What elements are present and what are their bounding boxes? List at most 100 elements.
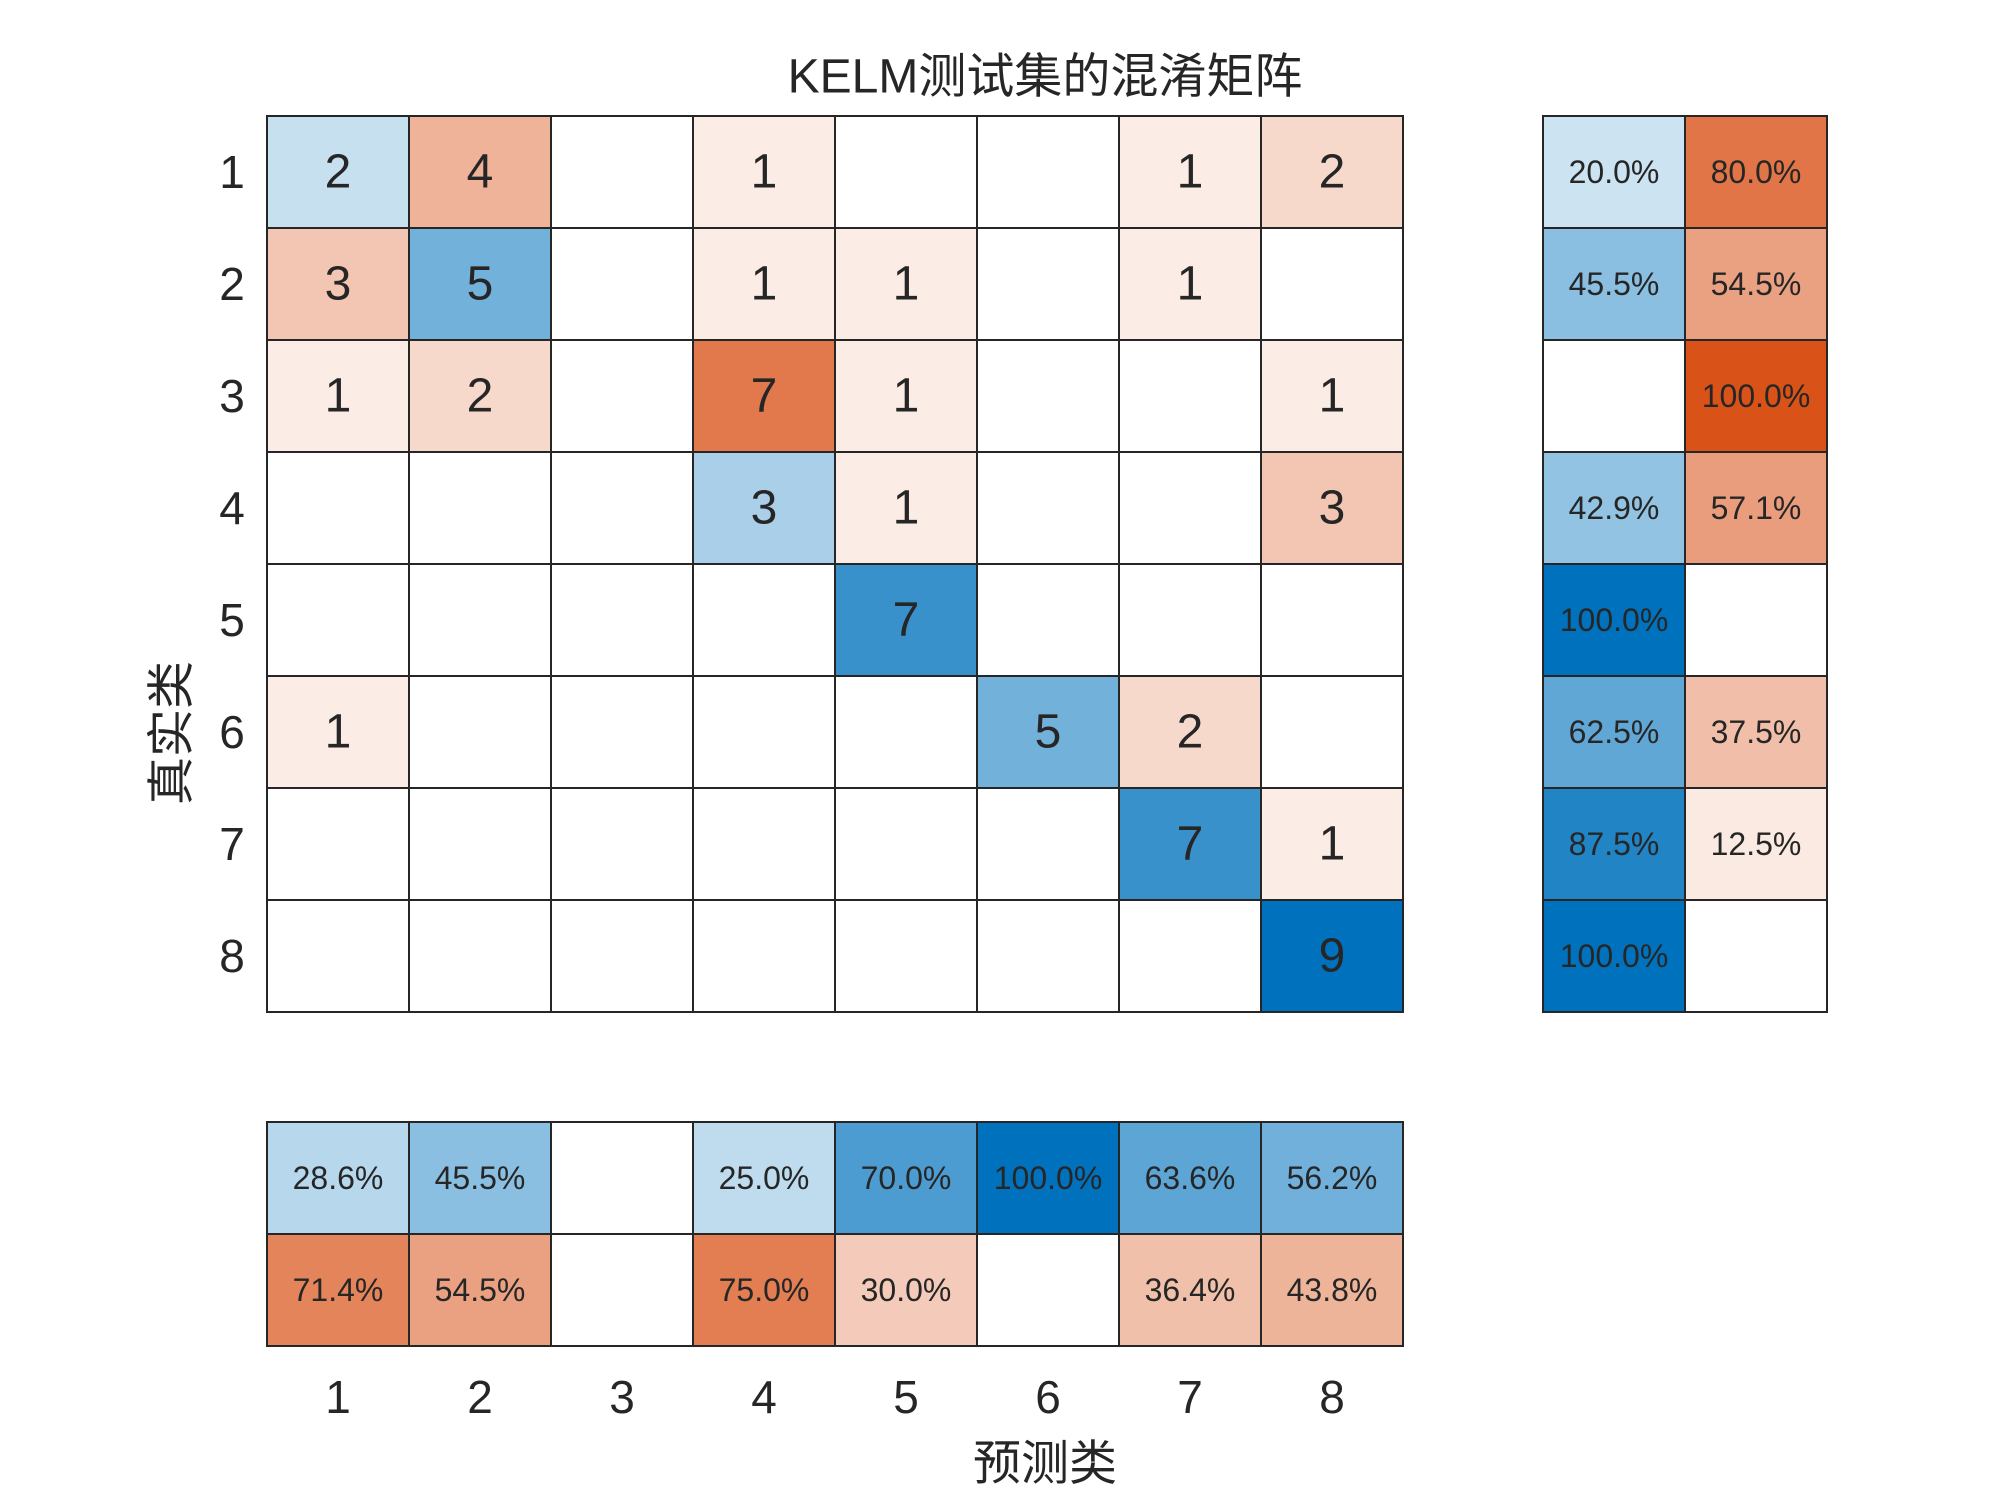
cell-label: 63.6% <box>1145 1160 1236 1196</box>
empty-cell <box>692 675 836 789</box>
cell-label: 100.0% <box>1702 378 1811 414</box>
cell <box>266 1121 410 1235</box>
cell <box>834 451 978 565</box>
empty-cell <box>550 787 694 901</box>
cell <box>692 227 836 341</box>
y-tick-label: 2 <box>219 258 245 310</box>
cell <box>1118 1121 1262 1235</box>
cell <box>408 1233 552 1347</box>
x-tick-label: 2 <box>467 1371 493 1423</box>
cell-label: 2 <box>467 370 494 423</box>
cell-label: 100.0% <box>1560 938 1669 974</box>
cell-label: 2 <box>1177 706 1204 759</box>
cell <box>834 563 978 677</box>
empty-cell <box>550 675 694 789</box>
cell <box>1118 675 1262 789</box>
cell <box>834 1233 978 1347</box>
cell <box>266 675 410 789</box>
cell <box>834 339 978 453</box>
empty-cell <box>976 1233 1120 1347</box>
x-tick-label: 6 <box>1035 1371 1061 1423</box>
cell <box>834 227 978 341</box>
empty-cell <box>976 339 1120 453</box>
cell-label: 75.0% <box>719 1272 810 1308</box>
y-tick-label: 3 <box>219 370 245 422</box>
cell <box>1260 339 1404 453</box>
cell-label: 87.5% <box>1569 826 1660 862</box>
empty-cell <box>1260 675 1404 789</box>
cell-label: 1 <box>325 370 352 423</box>
x-axis-label: 预测类 <box>973 1438 1117 1491</box>
empty-cell <box>550 563 694 677</box>
x-tick-label: 4 <box>751 1371 777 1423</box>
cell <box>1542 563 1686 677</box>
empty-cell <box>1118 451 1262 565</box>
y-tick-label: 5 <box>219 594 245 646</box>
y-tick-label: 7 <box>219 818 245 870</box>
cell-label: 7 <box>751 370 778 423</box>
cell <box>1260 451 1404 565</box>
cell-label: 2 <box>1319 146 1346 199</box>
empty-cell <box>550 1121 694 1235</box>
cell-label: 1 <box>1177 146 1204 199</box>
cell <box>1260 787 1404 901</box>
cell-label: 43.8% <box>1287 1272 1378 1308</box>
empty-cell <box>1118 339 1262 453</box>
empty-cell <box>976 451 1120 565</box>
chart-title: KELM测试集的混淆矩阵 <box>788 51 1303 104</box>
cell-label: 3 <box>1319 482 1346 535</box>
x-tick-label: 8 <box>1319 1371 1345 1423</box>
empty-cell <box>550 339 694 453</box>
cell <box>976 1121 1120 1235</box>
cell <box>1118 787 1262 901</box>
y-axis-label: 真实类 <box>146 661 199 805</box>
cell-label: 100.0% <box>994 1160 1103 1196</box>
cell <box>692 451 836 565</box>
cell <box>1684 451 1828 565</box>
cell-label: 20.0% <box>1569 154 1660 190</box>
cell-label: 80.0% <box>1711 154 1802 190</box>
cell <box>1260 899 1404 1013</box>
empty-cell <box>1260 227 1404 341</box>
cell-label: 42.9% <box>1569 490 1660 526</box>
empty-cell <box>266 899 410 1013</box>
cell-label: 56.2% <box>1287 1160 1378 1196</box>
cell-label: 25.0% <box>719 1160 810 1196</box>
y-tick-label: 6 <box>219 706 245 758</box>
cell-label: 1 <box>751 258 778 311</box>
cell <box>1260 1121 1404 1235</box>
cell-label: 1 <box>1177 258 1204 311</box>
empty-cell <box>408 675 552 789</box>
cell-label: 57.1% <box>1711 490 1802 526</box>
cell <box>408 227 552 341</box>
cell-label: 1 <box>893 258 920 311</box>
cell <box>976 675 1120 789</box>
cell <box>1542 787 1686 901</box>
empty-cell <box>976 227 1120 341</box>
cell-label: 9 <box>1319 930 1346 983</box>
cell <box>408 339 552 453</box>
cell-label: 3 <box>325 258 352 311</box>
y-tick-label: 4 <box>219 482 245 534</box>
x-tick-label: 1 <box>325 1371 351 1423</box>
cell-label: 1 <box>1319 370 1346 423</box>
empty-cell <box>1118 899 1262 1013</box>
cell-label: 30.0% <box>861 1272 952 1308</box>
cell-label: 5 <box>1035 706 1062 759</box>
cell <box>266 1233 410 1347</box>
cell <box>1684 787 1828 901</box>
cell-label: 12.5% <box>1711 826 1802 862</box>
empty-cell <box>266 451 410 565</box>
cell-label: 1 <box>325 706 352 759</box>
x-tick-label: 7 <box>1177 1371 1203 1423</box>
cell-label: 5 <box>467 258 494 311</box>
empty-cell <box>408 899 552 1013</box>
empty-cell <box>692 787 836 901</box>
empty-cell <box>976 899 1120 1013</box>
empty-cell <box>266 787 410 901</box>
cell-label: 54.5% <box>1711 266 1802 302</box>
empty-cell <box>692 899 836 1013</box>
cell <box>1684 227 1828 341</box>
empty-cell <box>550 227 694 341</box>
empty-cell <box>834 787 978 901</box>
